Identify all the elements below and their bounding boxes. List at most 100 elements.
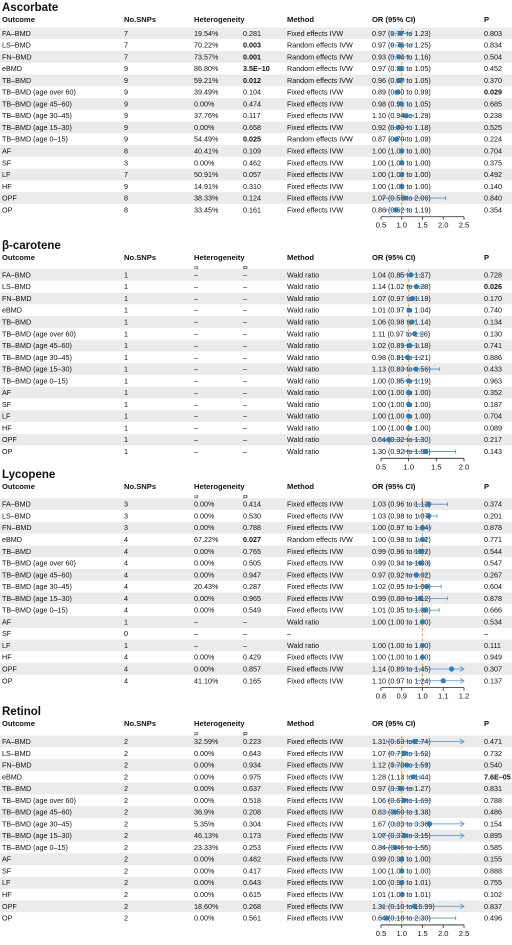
table-row: OPF 4 0.00% 0.857 Fixed effects IVW 1.14 (0.8…	[2, 664, 502, 673]
header-nsnps: No.SNPs	[124, 719, 156, 728]
table-row: FN–BMD 2 0.00% 0.934 Fixed effects IVW 1.12 (…	[2, 761, 502, 770]
i2-value: 0.00%	[194, 99, 215, 108]
or-ci-text: 1.28 (1.13 to 1.44)	[372, 772, 431, 781]
p-value: 0.143	[484, 447, 502, 456]
point-estimate	[406, 378, 412, 384]
i2-value: –	[194, 270, 198, 279]
nsnps-value: 1	[124, 388, 128, 397]
p-heterogeneity-value: 0.765	[243, 547, 261, 556]
i2-value: 0.00%	[194, 594, 215, 603]
header-method: Method	[287, 719, 314, 728]
i2-value: 20.43%	[194, 582, 219, 591]
outcome-label: TB–BMD (age 15–30)	[2, 831, 72, 840]
table-row: TB–BMD (age over 60) 1 – – Wald ratio 1.11 (0…	[2, 329, 502, 338]
p-value: 0.704	[484, 412, 502, 421]
i2-value: –	[194, 341, 198, 350]
i2-value: –	[194, 353, 198, 362]
nsnps-value: 1	[124, 447, 128, 456]
nsnps-value: 4	[124, 559, 128, 568]
outcome-label: TB–BMD (age 30–45)	[2, 111, 72, 120]
outcome-label: TB–BMD (age 45–60)	[2, 808, 72, 817]
p-value: 0.504	[484, 52, 502, 61]
nsnps-value: 4	[124, 606, 128, 615]
or-ci-text: 1.00 (1.00 to 1.00)	[372, 400, 431, 409]
i2-value: –	[194, 447, 198, 456]
header-or: OR (95% CI)	[372, 253, 416, 262]
row-band	[0, 386, 512, 399]
p-heterogeneity-value: 0.027	[243, 535, 261, 544]
point-estimate	[397, 66, 404, 72]
method-label: Fixed effects IVW	[287, 111, 343, 120]
outcome-label: SF	[2, 400, 12, 409]
nsnps-value: 4	[124, 547, 128, 556]
p-heterogeneity-value: 0.474	[243, 99, 261, 108]
p-heterogeneity-value: 0.414	[243, 500, 261, 509]
table-row: FA–BMD 2 32.59% 0.223 Fixed effects IVW 1.31 …	[2, 737, 502, 746]
outcome-label: eBMD	[2, 772, 22, 781]
table-row: FA–BMD 7 19.54% 0.281 Fixed effects IVW 0.97 …	[2, 29, 502, 38]
or-ci-text: 1.01 (0.95 to 1.08)	[372, 606, 431, 615]
p-heterogeneity-value: –	[243, 270, 247, 279]
outcome-label: TB–BMD (age 45–60)	[2, 99, 72, 108]
outcome-label: AF	[2, 617, 12, 626]
method-label: Fixed effects IVW	[287, 808, 343, 817]
panel-title: Lycopene	[2, 469, 55, 481]
p-value: 0.029	[484, 88, 502, 97]
i2-value: 0.00%	[194, 547, 215, 556]
p-heterogeneity-value: 0.857	[243, 664, 261, 673]
header-nsnps: No.SNPs	[124, 482, 156, 491]
point-estimate	[417, 560, 424, 566]
i2-value: 40.41%	[194, 147, 219, 156]
method-label: Fixed effects IVW	[287, 170, 343, 179]
table-row: TB–BMD (age 45–60) 1 – – Wald ratio 1.02 (0.8…	[2, 341, 502, 350]
outcome-label: HF	[2, 653, 12, 662]
nsnps-value: 4	[124, 676, 128, 685]
ci-arrow-left	[380, 832, 386, 839]
outcome-label: TB–BMD (age over 60)	[2, 329, 76, 338]
i2-value: 0.00%	[194, 784, 215, 793]
p-value: 0.224	[484, 135, 502, 144]
outcome-label: FN–BMD	[2, 761, 32, 770]
point-estimate	[406, 307, 412, 313]
x-tick-label: 0.5	[376, 929, 387, 938]
method-label: Wald ratio	[287, 376, 319, 385]
x-tick-label: 0.5	[376, 462, 387, 471]
x-tick-label: 2.0	[438, 929, 449, 938]
method-label: Fixed effects IVW	[287, 158, 343, 167]
i2-value: 36.9%	[194, 808, 215, 817]
table-row: OP 2 0.00% 0.561 Fixed effects IVW 0.64 (0.18…	[2, 914, 502, 923]
outcome-label: FA–BMD	[2, 270, 31, 279]
table-row: TB–BMD (age 15–30) 4 0.00% 0.965 Fixed effec…	[2, 594, 502, 603]
p-value: 0.452	[484, 64, 502, 73]
or-ci-text: 1.03 (0.98 to 1.07)	[372, 511, 431, 520]
x-tick-label: 0.9	[396, 692, 407, 701]
p-value: 0.352	[484, 388, 502, 397]
i2-value: 0.00%	[194, 878, 215, 887]
ci-arrow-right	[459, 821, 465, 827]
p-value: 0.111	[484, 641, 501, 650]
point-estimate	[399, 171, 405, 178]
i2-value: –	[194, 376, 198, 385]
p-heterogeneity-value: 0.788	[243, 523, 261, 532]
point-estimate	[448, 666, 455, 672]
p-heterogeneity-value: 0.561	[243, 914, 261, 923]
panel-title: β-carotene	[2, 240, 61, 252]
or-ci-text: 1.00 (1.00 to 1.00)	[372, 388, 431, 397]
outcome-label: SF	[2, 866, 12, 875]
p-heterogeneity-value: 0.934	[243, 761, 261, 770]
method-label: Fixed effects IVW	[287, 99, 343, 108]
method-label: Random effects IVW	[287, 535, 353, 544]
or-ci-text: 1.00 (0.98 to 1.02)	[372, 535, 431, 544]
table-row: TB–BMD (age 30–45) 2 5.35% 0.304 Fixed effec…	[2, 819, 502, 828]
table-row: FA–BMD 3 0.00% 0.414 Fixed effects IVW 1.03 (…	[2, 500, 502, 509]
ci-arrow-right	[459, 832, 465, 839]
table-row: SF 3 0.00% 0.462 Fixed effects IVW 1.00 (1.00…	[2, 158, 502, 167]
p-heterogeneity-value: 0.117	[243, 111, 260, 120]
p-value: 0.130	[484, 329, 502, 338]
outcome-label: LS–BMD	[2, 511, 31, 520]
p-value: 0.788	[484, 796, 502, 805]
outcome-label: LS–BMD	[2, 282, 31, 291]
outcome-label: TB–BMD (age 45–60)	[2, 341, 72, 350]
row-band	[0, 900, 512, 913]
